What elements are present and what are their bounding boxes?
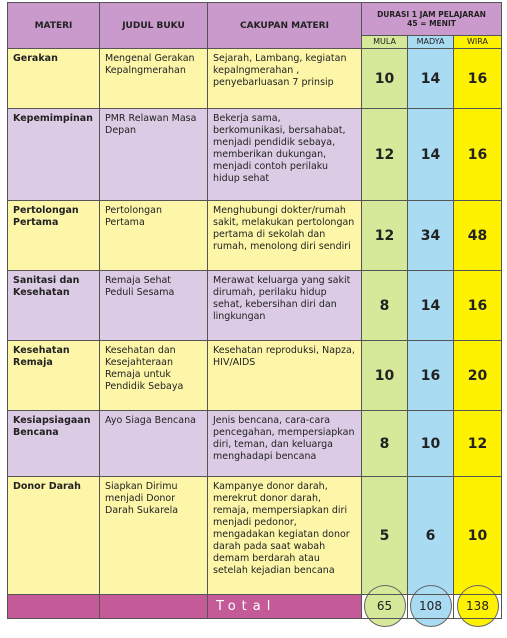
total-cell: 138 xyxy=(453,584,502,627)
cell: Kepemimpinan xyxy=(7,108,100,201)
row: Kesehatan Remaja Kesehatan dan Kesejahter… xyxy=(7,340,502,411)
total-circle: 65 xyxy=(363,584,406,627)
row: Sanitasi dan Kesehatan Remaja Sehat Pedul… xyxy=(7,270,502,341)
duration-cell: 16 xyxy=(453,48,502,109)
row: Gerakan Mengenal Gerakan Kepalngmerahan Se… xyxy=(7,48,502,109)
duration-cell: 16 xyxy=(453,108,502,201)
cell: Menghubungi dokter/rumah sakit, melakuka… xyxy=(207,200,362,271)
total-label: Total xyxy=(207,594,362,619)
duration-cell: 8 xyxy=(361,270,408,341)
cell: Donor Darah xyxy=(7,476,100,595)
duration-cell: 48 xyxy=(453,200,502,271)
duration-cell: 12 xyxy=(361,108,408,201)
header-line: DURASI 1 JAM PELAJARAN xyxy=(377,10,486,19)
duration-cell: 14 xyxy=(407,108,454,201)
total-cell: 65 xyxy=(361,584,408,627)
row: Pertolongan Pertama Pertolongan Pertama Me… xyxy=(7,200,502,271)
duration-cell: 5 xyxy=(361,476,408,595)
cell: Remaja Sehat Peduli Sesama xyxy=(99,270,208,341)
header-line: 45 = MENIT xyxy=(407,19,456,28)
total-cell xyxy=(7,594,100,619)
total-circle: 138 xyxy=(456,584,499,627)
cell: Jenis bencana, cara-cara pencegahan, mem… xyxy=(207,410,362,477)
duration-cell: 14 xyxy=(407,270,454,341)
cell: Merawat keluarga yang sakit dirumah, per… xyxy=(207,270,362,341)
duration-cell: 8 xyxy=(361,410,408,477)
row: Donor Darah Siapkan Dirimu menjadi Donor … xyxy=(7,476,502,595)
row: Kepemimpinan PMR Relawan Masa Depan Bekerj… xyxy=(7,108,502,201)
cell: Mengenal Gerakan Kepalngmerahan xyxy=(99,48,208,109)
cell: Siapkan Dirimu menjadi Donor Darah Sukar… xyxy=(99,476,208,595)
duration-cell: 12 xyxy=(361,200,408,271)
cell: Kesiapsiagaan Bencana xyxy=(7,410,100,477)
cell: Gerakan xyxy=(7,48,100,109)
duration-cell: 6 xyxy=(407,476,454,595)
cell: Kesehatan Remaja xyxy=(7,340,100,411)
header-cell: DURASI 1 JAM PELAJARAN 45 = MENIT xyxy=(361,2,502,36)
cell: Ayo Siaga Bencana xyxy=(99,410,208,477)
cell: Sanitasi dan Kesehatan xyxy=(7,270,100,341)
cell: Kesehatan dan Kesejahteraan Remaja untuk… xyxy=(99,340,208,411)
duration-cell: 10 xyxy=(361,340,408,411)
header-cell: JUDUL BUKU xyxy=(99,2,208,49)
total-cell: 108 xyxy=(407,584,454,627)
cell: Kampanye donor darah, merekrut donor dar… xyxy=(207,476,362,595)
level-header: MADYA xyxy=(407,35,454,49)
duration-cell: 34 xyxy=(407,200,454,271)
header-cell: CAKUPAN MATERI xyxy=(207,2,362,49)
header-cell: MATERI xyxy=(7,2,100,49)
duration-cell: 10 xyxy=(361,48,408,109)
total-cell xyxy=(99,594,208,619)
row: Kesiapsiagaan Bencana Ayo Siaga Bencana Je… xyxy=(7,410,502,477)
duration-cell: 10 xyxy=(407,410,454,477)
level-header: WIRA xyxy=(453,35,502,49)
level-header: MULA xyxy=(361,35,408,49)
total-row: Total 65 108 138 xyxy=(7,584,502,627)
duration-cell: 16 xyxy=(453,270,502,341)
total-circle: 108 xyxy=(409,584,452,627)
cell: Bekerja sama, berkomunikasi, bersahabat,… xyxy=(207,108,362,201)
duration-cell: 12 xyxy=(453,410,502,477)
table: MATERI JUDUL BUKU CAKUPAN MATERI DURASI … xyxy=(7,2,502,627)
duration-cell: 14 xyxy=(407,48,454,109)
cell: Kesehatan reproduksi, Napza, HIV/AIDS xyxy=(207,340,362,411)
duration-cell: 10 xyxy=(453,476,502,595)
cell: PMR Relawan Masa Depan xyxy=(99,108,208,201)
cell: Pertolongan Pertama xyxy=(7,200,100,271)
duration-cell: 20 xyxy=(453,340,502,411)
cell: Sejarah, Lambang, kegiatan kepalngmeraha… xyxy=(207,48,362,109)
cell: Pertolongan Pertama xyxy=(99,200,208,271)
duration-cell: 16 xyxy=(407,340,454,411)
